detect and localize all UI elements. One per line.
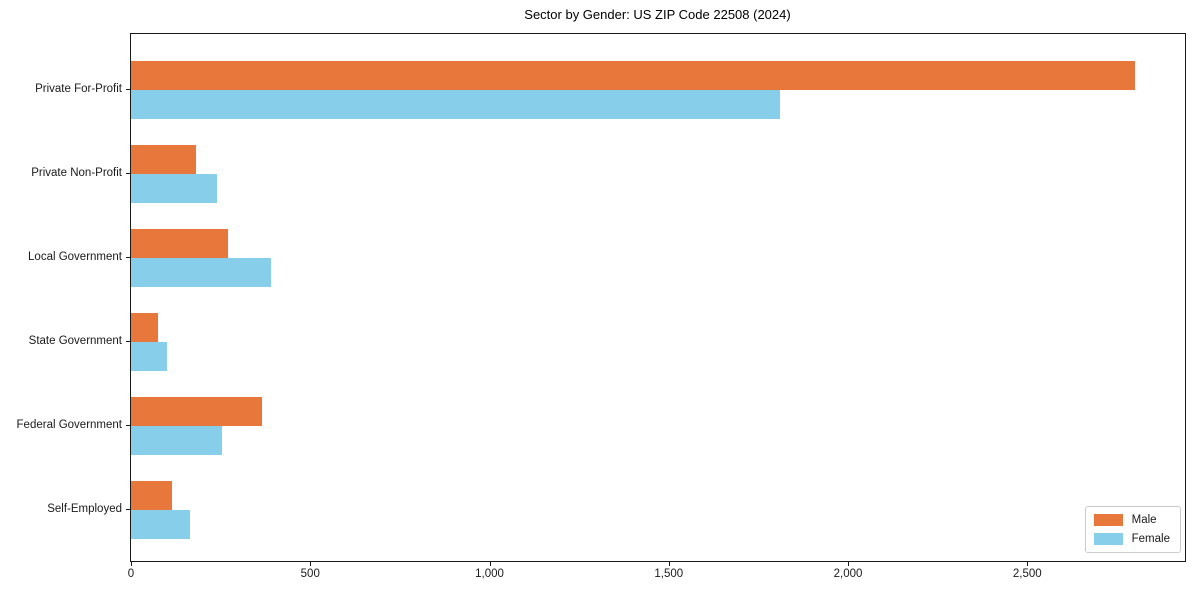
x-tick-mark xyxy=(310,561,312,566)
bar-male-3 xyxy=(131,229,228,258)
x-tick-label: 1,500 xyxy=(654,568,684,580)
legend-swatch-female xyxy=(1093,533,1123,545)
y-tick-label: State Government xyxy=(28,335,122,347)
y-tick-mark xyxy=(126,89,131,90)
bar-male-5 xyxy=(131,397,262,426)
x-tick-label: 1,000 xyxy=(475,568,504,580)
x-tick-label: 2,000 xyxy=(833,568,863,580)
y-tick-label: Private For-Profit xyxy=(35,83,122,95)
y-tick-mark xyxy=(126,257,131,258)
bar-female-5 xyxy=(131,426,223,455)
bar-male-6 xyxy=(131,481,173,510)
legend-item-male: Male xyxy=(1093,514,1170,526)
y-tick-label: Self-Employed xyxy=(47,503,122,515)
x-tick-mark xyxy=(131,561,132,566)
bar-female-6 xyxy=(131,510,191,539)
legend-label: Male xyxy=(1131,514,1157,526)
y-tick-label: Private Non-Profit xyxy=(31,167,122,179)
bar-female-3 xyxy=(131,258,271,287)
x-tick-mark xyxy=(668,561,670,566)
y-tick-mark xyxy=(126,425,131,426)
bar-female-1 xyxy=(131,90,780,119)
y-tick-mark xyxy=(126,341,131,342)
y-tick-mark xyxy=(126,173,131,174)
bar-female-4 xyxy=(131,342,167,371)
x-tick-label: 500 xyxy=(300,568,320,580)
x-tick-label: 0 xyxy=(127,568,135,580)
bar-male-1 xyxy=(131,61,1135,90)
bar-male-4 xyxy=(131,313,158,342)
y-tick-label: Local Government xyxy=(28,251,122,263)
chart-title: Sector by Gender: US ZIP Code 22508 (202… xyxy=(524,7,791,22)
x-tick-mark xyxy=(489,561,491,566)
x-tick-label: 2,500 xyxy=(1012,568,1042,580)
legend-swatch-male xyxy=(1093,514,1123,526)
bar-female-2 xyxy=(131,174,218,203)
x-tick-mark xyxy=(848,561,849,566)
plot-area xyxy=(130,33,1186,562)
y-tick-mark xyxy=(126,509,131,510)
y-tick-label: Federal Government xyxy=(16,419,122,431)
legend: Male Female xyxy=(1084,506,1181,553)
x-tick-mark xyxy=(1027,561,1029,566)
bar-male-2 xyxy=(131,145,196,174)
legend-label: Female xyxy=(1131,533,1170,545)
legend-item-female: Female xyxy=(1093,533,1170,545)
